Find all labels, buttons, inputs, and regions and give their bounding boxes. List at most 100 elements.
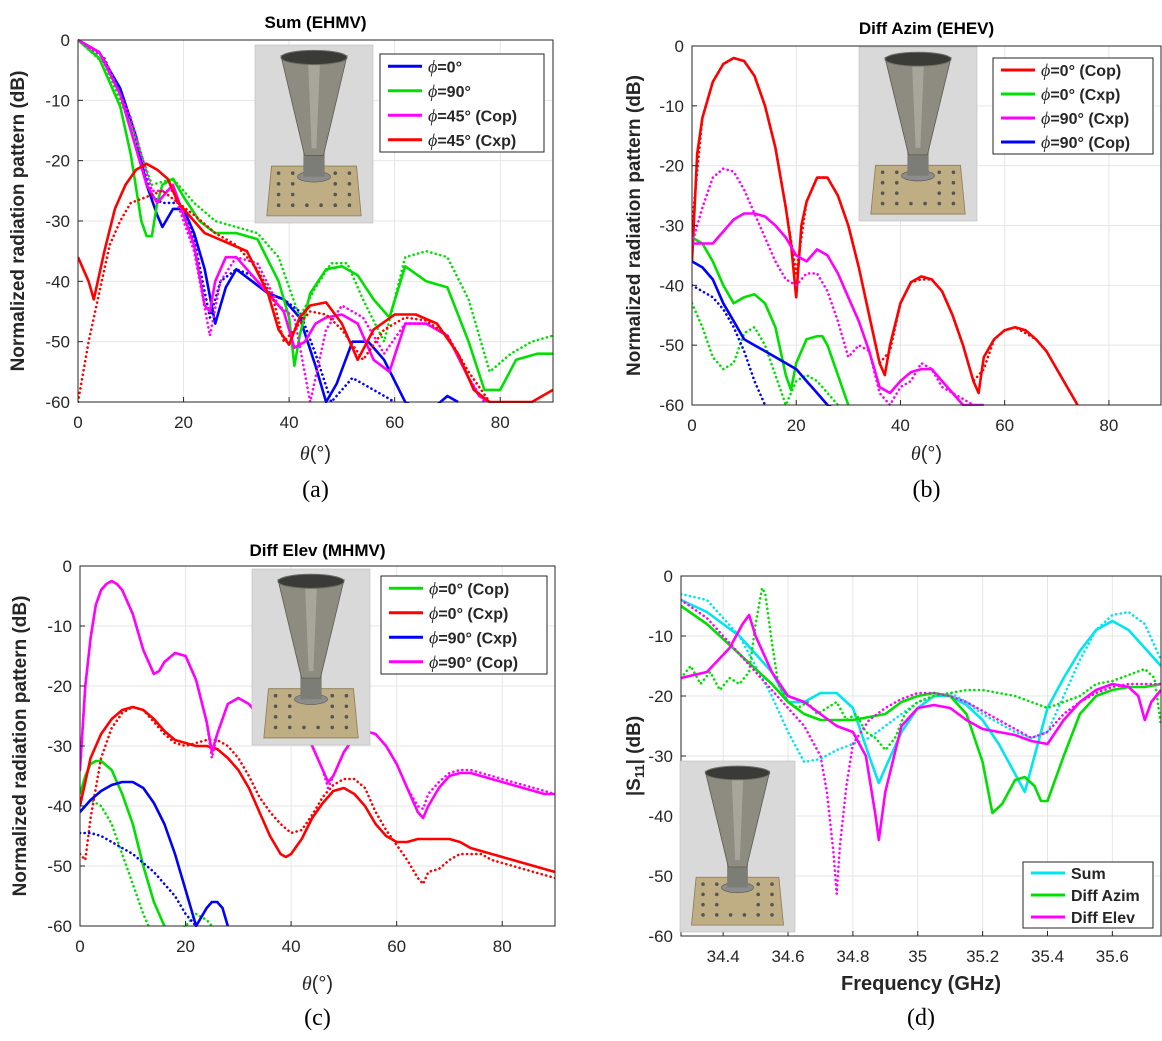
legend-label: ϕ=0° (Cxp) [429,603,508,623]
x-tick-label: 20 [174,413,193,432]
x-tick-label: 35 [908,947,927,966]
screw [276,182,281,186]
antenna-photo-d [679,760,796,933]
screw [894,180,899,185]
screw [715,892,719,897]
series-line-a-0 [78,39,459,403]
screw [951,180,956,185]
legend-box [380,575,548,675]
screw [880,180,885,185]
screw [951,201,956,206]
screw [347,203,352,207]
chart-title: Diff Elev (MHMV) [250,541,386,560]
series-line-b-4 [692,212,984,406]
legend-phi: ϕ [429,603,438,623]
legend-label: Diff Azim [1071,888,1140,905]
y-tick-label: -60 [45,393,70,412]
screw [333,192,338,197]
x-tick-label: 35.6 [1096,947,1129,966]
screw [344,715,349,719]
legend-phi: ϕ [428,130,437,150]
screw [715,913,719,917]
series-line-b-6 [692,260,832,406]
series-group [692,56,1079,406]
legend-label: Diff Elev [1071,910,1135,927]
series-line-a-5 [78,39,486,403]
screw [344,704,349,709]
x-tick-label: 34.8 [836,947,869,966]
screw [344,693,349,698]
series-line-b-1 [692,56,1079,406]
series-line-b-7 [692,284,767,406]
y-axis-label: |S11| (dB) [624,716,647,796]
panel-caption: (c) [304,1005,331,1031]
chart-title: Sum (EHMV) [265,13,367,32]
screw [894,201,899,206]
y-tick-label: -30 [47,737,72,756]
y-tick-label: -60 [659,396,684,415]
horn-aperture [277,573,345,589]
legend-phi: ϕ [428,81,437,101]
antenna-photo-c [251,568,371,746]
x-tick-label: 40 [280,413,299,432]
screw [880,170,885,175]
screw [287,704,292,709]
screw [347,192,352,197]
screw [276,192,281,197]
base-plate [266,165,362,217]
horn-highlight [731,778,744,861]
screw [273,725,278,730]
y-tick-label: -40 [45,272,70,291]
series-line-d-2 [681,604,1161,815]
screw [880,191,885,195]
legend-c: ϕ=0° (Cop)ϕ=0° (Cxp)ϕ=90° (Cxp)ϕ=90° (Co… [380,575,548,675]
screw [333,171,338,175]
y-tick-label: -10 [659,97,684,116]
y-tick-label: 0 [675,37,684,56]
panel-caption: (d) [907,1005,935,1031]
y-label-part: | (dB) [624,716,645,765]
legend-box [379,53,545,153]
legend-phi: ϕ [429,627,438,647]
legend-phi: ϕ [1041,108,1050,128]
legend-text: =0° (Cop) [1050,63,1121,80]
legend-label: ϕ=90° (Cxp) [429,627,517,647]
y-tick-label: -10 [47,617,72,636]
screw [290,182,295,186]
screw [951,170,956,175]
screw [937,180,942,185]
horn-aperture [884,51,952,67]
screw [701,892,705,897]
y-tick-label: 0 [63,557,72,576]
y-tick-label: -20 [47,677,72,696]
screw [302,725,306,730]
y-tick-label: -40 [47,797,72,816]
series-line-a-7 [78,189,491,403]
horn-aperture [704,765,771,781]
series-group [78,39,553,403]
y-tick-label: -50 [648,867,673,886]
screw [273,704,278,709]
screw [273,693,278,698]
screw [715,902,719,907]
screw [333,182,338,186]
legend-text: =90° (Cxp) [1050,111,1129,128]
series-group [80,579,555,927]
screw [880,201,885,206]
x-tick-label: 40 [282,937,301,956]
antenna-photo-b [858,46,978,222]
chart-title: Diff Azim (EHEV) [859,19,994,38]
legend-label: Sum [1071,866,1106,883]
x-axis-label: θ(°) [911,443,942,465]
screw [287,725,292,730]
y-tick-label: -30 [45,212,70,231]
legend-d: Sum Diff Azim Diff Elev [1022,861,1154,929]
horn-highlight [308,62,320,149]
legend-text: =90° (Cop) [1050,135,1130,152]
legend-text: =90° [437,84,471,101]
legend-text: =0° (Cop) [438,581,509,598]
screw [287,715,292,719]
screw [290,171,295,175]
screw [276,171,281,175]
y-tick-label: -30 [648,747,673,766]
